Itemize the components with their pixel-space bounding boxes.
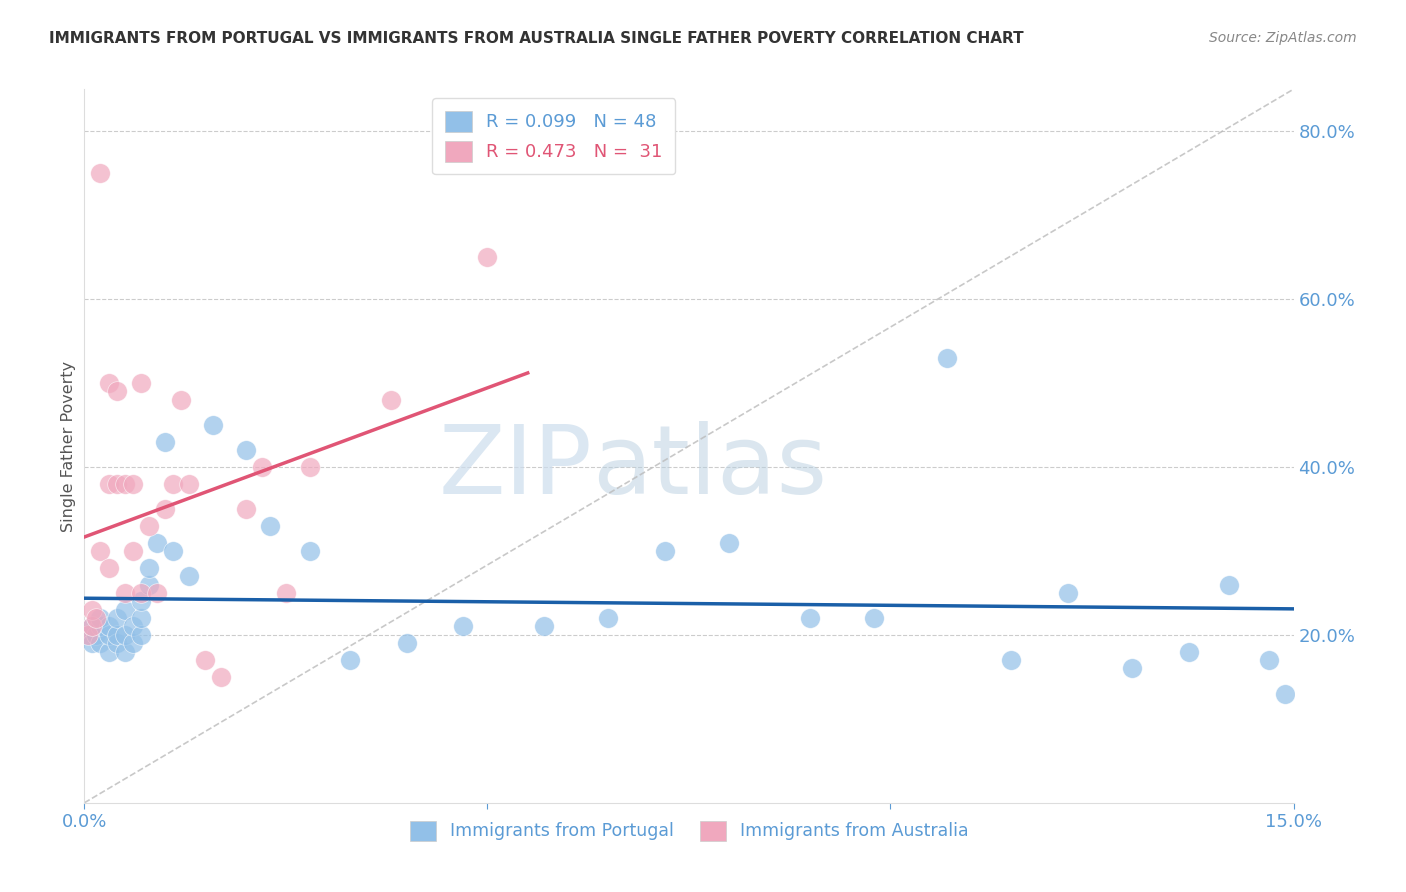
Point <box>114 476 136 491</box>
Point <box>89 166 111 180</box>
Point <box>1177 645 1199 659</box>
Point <box>153 434 176 449</box>
Point <box>138 518 160 533</box>
Point <box>105 611 128 625</box>
Point <box>77 628 100 642</box>
Point <box>129 628 152 642</box>
Point <box>129 586 152 600</box>
Point <box>97 628 120 642</box>
Point <box>153 502 176 516</box>
Point <box>395 636 418 650</box>
Point <box>86 628 108 642</box>
Point <box>89 611 111 625</box>
Point <box>259 518 281 533</box>
Point <box>1274 687 1296 701</box>
Point <box>105 476 128 491</box>
Point <box>194 653 217 667</box>
Point <box>179 476 201 491</box>
Point <box>1056 586 1078 600</box>
Point <box>1121 661 1143 675</box>
Point <box>89 636 111 650</box>
Point <box>274 586 297 600</box>
Point <box>162 544 184 558</box>
Point <box>97 619 120 633</box>
Point <box>82 619 104 633</box>
Point <box>114 628 136 642</box>
Point <box>235 502 257 516</box>
Point <box>1258 653 1281 667</box>
Point <box>82 603 104 617</box>
Point <box>97 560 120 574</box>
Point <box>202 417 225 432</box>
Point <box>97 476 120 491</box>
Text: IMMIGRANTS FROM PORTUGAL VS IMMIGRANTS FROM AUSTRALIA SINGLE FATHER POVERTY CORR: IMMIGRANTS FROM PORTUGAL VS IMMIGRANTS F… <box>49 31 1024 46</box>
Point <box>451 619 474 633</box>
Point <box>146 586 169 600</box>
Point <box>477 250 499 264</box>
Point <box>863 611 886 625</box>
Point <box>339 653 361 667</box>
Point <box>533 619 555 633</box>
Point <box>82 619 104 633</box>
Text: atlas: atlas <box>592 421 827 514</box>
Point <box>138 577 160 591</box>
Point <box>129 611 152 625</box>
Point <box>250 460 273 475</box>
Point <box>138 560 160 574</box>
Point <box>114 645 136 659</box>
Point <box>598 611 620 625</box>
Text: ZIP: ZIP <box>439 421 592 514</box>
Point <box>77 628 100 642</box>
Point <box>105 628 128 642</box>
Point <box>89 619 111 633</box>
Point <box>1218 577 1240 591</box>
Point <box>97 376 120 390</box>
Point <box>209 670 232 684</box>
Point <box>235 443 257 458</box>
Point <box>162 476 184 491</box>
Point <box>121 636 143 650</box>
Point <box>89 544 111 558</box>
Point <box>97 645 120 659</box>
Text: Source: ZipAtlas.com: Source: ZipAtlas.com <box>1209 31 1357 45</box>
Point <box>129 594 152 608</box>
Point <box>654 544 676 558</box>
Point <box>380 392 402 407</box>
Point <box>299 544 322 558</box>
Point <box>718 535 741 549</box>
Point <box>105 384 128 399</box>
Point <box>170 392 193 407</box>
Point <box>799 611 821 625</box>
Point <box>129 376 152 390</box>
Point <box>299 460 322 475</box>
Point <box>114 586 136 600</box>
Point <box>114 603 136 617</box>
Point <box>1000 653 1022 667</box>
Point <box>82 636 104 650</box>
Point <box>105 636 128 650</box>
Point <box>935 351 957 365</box>
Legend: Immigrants from Portugal, Immigrants from Australia: Immigrants from Portugal, Immigrants fro… <box>402 814 976 847</box>
Point <box>121 619 143 633</box>
Point <box>179 569 201 583</box>
Y-axis label: Single Father Poverty: Single Father Poverty <box>60 360 76 532</box>
Point <box>146 535 169 549</box>
Point <box>121 544 143 558</box>
Point <box>86 611 108 625</box>
Point <box>121 476 143 491</box>
